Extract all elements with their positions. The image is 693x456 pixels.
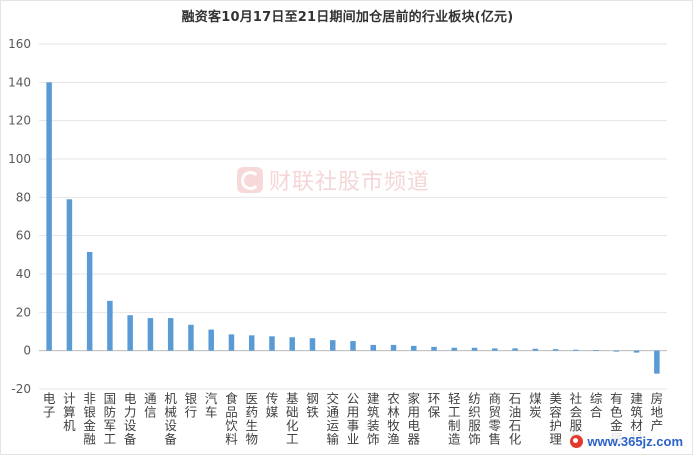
- x-tick-label: 电力设备: [124, 391, 137, 447]
- bar: [289, 337, 295, 351]
- x-tick-label: 基础化工: [286, 391, 299, 447]
- x-tick-label: 非银金融: [83, 391, 96, 447]
- x-tick-label: 房地产: [651, 391, 664, 433]
- site-watermark-text: www.365jz.com: [587, 434, 683, 449]
- y-tick-label: 20: [16, 305, 31, 319]
- x-tick-label: 农林牧渔: [387, 391, 400, 447]
- bar: [593, 350, 599, 351]
- bar: [613, 350, 620, 352]
- y-tick-label: 120: [8, 114, 31, 128]
- bar: [370, 344, 377, 351]
- bar: [147, 318, 154, 351]
- x-tick-label: 传媒: [266, 391, 279, 420]
- bar: [350, 341, 356, 351]
- watermark-logo-icon: [237, 167, 263, 193]
- x-tick-label: 银行: [185, 391, 198, 420]
- x-tick-label: 交通运输: [326, 391, 339, 447]
- y-tick-label: 100: [8, 152, 31, 166]
- watermark: 财联社股市频道: [237, 164, 430, 196]
- x-tick-label: 机械设备: [164, 391, 177, 447]
- bar: [269, 336, 275, 351]
- site-watermark: www.365jz.com: [567, 433, 686, 450]
- bar: [107, 300, 113, 351]
- x-tick-label: 环保: [428, 391, 441, 420]
- x-tick-label: 国防军工: [104, 391, 117, 447]
- x-tick-label: 计算机: [63, 391, 76, 433]
- bar: [329, 340, 336, 351]
- bar: [86, 251, 93, 351]
- x-tick-label: 电子: [43, 391, 56, 420]
- y-tick-label: 140: [8, 75, 31, 89]
- bar: [228, 334, 235, 351]
- x-tick-label: 纺织服饰: [468, 391, 481, 447]
- bar: [431, 346, 437, 351]
- globe-icon: [570, 435, 584, 448]
- bar: [512, 348, 518, 351]
- bar: [208, 329, 214, 351]
- y-tick-label: 0: [23, 344, 31, 358]
- x-tick-label: 医药生物: [245, 391, 258, 447]
- bar: [451, 347, 458, 351]
- bar: [248, 335, 255, 351]
- bar: [573, 349, 579, 351]
- bar: [633, 350, 640, 353]
- bar: [654, 350, 660, 374]
- bar: [390, 344, 397, 351]
- bar: [552, 349, 559, 351]
- y-tick-label: 80: [16, 190, 31, 204]
- x-tick-label: 煤炭: [529, 391, 542, 420]
- y-tick-label: 160: [8, 37, 31, 51]
- bar: [66, 199, 73, 351]
- x-tick-label: 通信: [144, 391, 157, 420]
- x-tick-label: 汽车: [205, 391, 218, 420]
- bar: [127, 315, 133, 351]
- bar: [188, 324, 194, 351]
- x-tick-label: 钢铁: [306, 391, 319, 420]
- bar: [411, 345, 417, 351]
- x-tick-label: 石油石化: [509, 391, 522, 447]
- watermark-text: 财联社股市频道: [269, 170, 431, 195]
- x-tick-label: 美容护理: [549, 391, 562, 447]
- x-tick-label: 轻工制造: [448, 391, 461, 447]
- bar: [492, 348, 498, 351]
- chart-title: 融资客10月17日至21日期间加仓居前的行业板块(亿元): [181, 10, 514, 25]
- bar: [471, 347, 478, 351]
- bar: [532, 348, 539, 351]
- x-tick-label: 综合: [590, 391, 603, 420]
- x-tick-label: 商贸零售: [489, 391, 502, 447]
- x-tick-label: 建筑装饰: [367, 391, 380, 447]
- y-tick-label: 40: [16, 267, 31, 281]
- x-tick-label: 食品饮料: [225, 391, 238, 447]
- y-tick-label: -20: [11, 382, 31, 396]
- bar: [309, 338, 316, 351]
- x-tick-label: 家用电器: [408, 391, 421, 447]
- x-tick-label: 公用事业: [347, 391, 360, 447]
- y-tick-label: 60: [16, 229, 31, 243]
- bar: [46, 82, 52, 351]
- bar: [167, 318, 174, 351]
